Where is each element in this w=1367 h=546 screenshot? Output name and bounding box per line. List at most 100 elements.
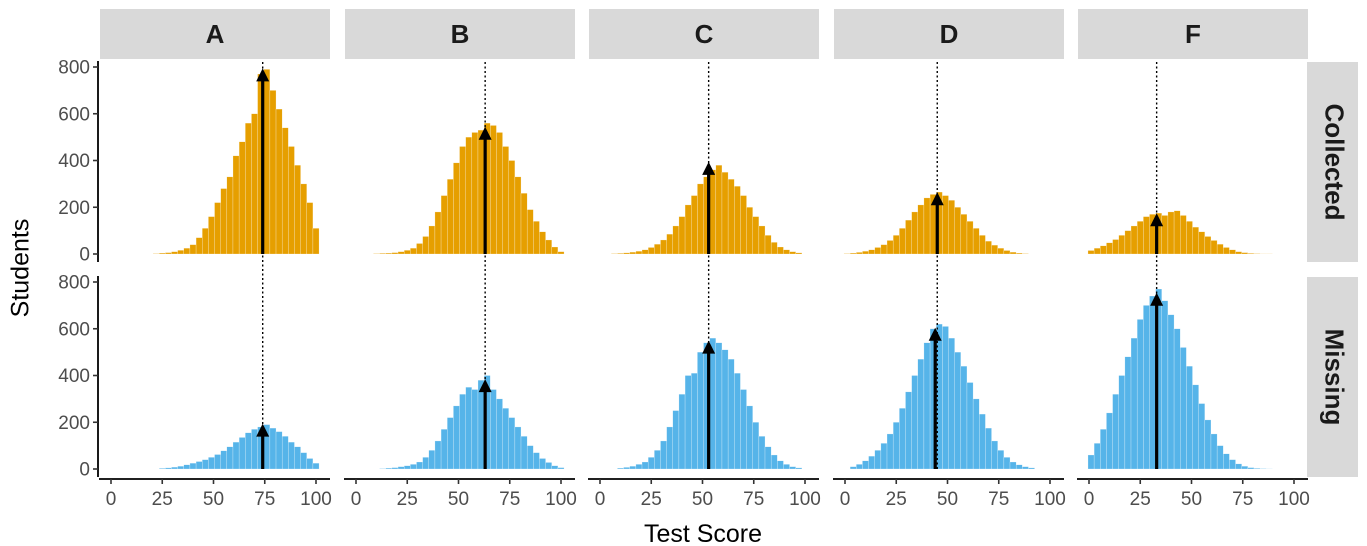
histogram-bar xyxy=(960,214,968,255)
histogram-bar xyxy=(214,202,221,255)
histogram-bar xyxy=(972,228,980,255)
histogram-bar xyxy=(403,250,411,255)
histogram-bar xyxy=(1235,463,1242,470)
histogram-bar xyxy=(777,460,784,470)
histogram-bar xyxy=(954,351,962,470)
histogram-bar xyxy=(1204,236,1212,255)
histogram-bar xyxy=(202,459,209,470)
histogram-bar xyxy=(189,462,197,470)
histogram-bar xyxy=(1130,337,1138,470)
panel-B-Missing xyxy=(379,375,565,470)
histogram-bar xyxy=(1186,221,1193,255)
panel-B-Collected xyxy=(373,122,565,255)
histogram-bar xyxy=(1106,412,1113,470)
histogram-bar xyxy=(691,195,698,255)
histogram-bar xyxy=(416,243,423,255)
histogram-bar xyxy=(862,460,869,470)
histogram-bar xyxy=(905,219,912,255)
histogram-bar xyxy=(721,349,729,470)
histogram-bar xyxy=(948,337,955,470)
y-axis-title: Students xyxy=(7,219,35,318)
histogram-bar xyxy=(1015,252,1023,255)
histogram-bar xyxy=(1149,295,1156,470)
strip-D xyxy=(834,9,1064,59)
histogram-bar xyxy=(1112,239,1119,255)
histogram-bar xyxy=(312,228,320,255)
histogram-bar xyxy=(789,251,796,255)
histogram-bar xyxy=(1124,230,1132,255)
histogram-bar xyxy=(551,465,559,470)
histogram-bar xyxy=(508,160,516,255)
y-tick-label: 200 xyxy=(58,413,90,434)
y-tick-label: 0 xyxy=(79,245,90,266)
histogram-bar xyxy=(1210,433,1218,470)
histogram-bar xyxy=(991,440,998,470)
x-tick-label: 50 xyxy=(1181,489,1202,510)
histogram-bar xyxy=(306,202,314,255)
histogram-bar xyxy=(1003,457,1011,470)
histogram-bar xyxy=(684,375,692,470)
histogram-bar xyxy=(1087,250,1095,255)
histogram-bar xyxy=(777,246,784,255)
histogram-bar xyxy=(1130,225,1138,255)
histogram-bar xyxy=(496,398,503,470)
histogram-bar xyxy=(960,365,968,470)
histogram-bar xyxy=(428,450,436,470)
histogram-bar xyxy=(764,235,772,255)
histogram-bar xyxy=(678,394,686,470)
histogram-bar xyxy=(226,446,234,470)
histogram-bar xyxy=(623,252,630,255)
histogram-bar xyxy=(1204,419,1212,470)
histogram-bar xyxy=(727,358,735,470)
histogram-bar xyxy=(177,250,184,255)
x-tick-label: 50 xyxy=(203,489,224,510)
histogram-bar xyxy=(635,250,643,255)
x-tick-label: 25 xyxy=(886,489,907,510)
histogram-bar xyxy=(1118,235,1126,255)
histogram-bar xyxy=(471,132,479,255)
histogram-bar xyxy=(985,427,992,470)
histogram-bar xyxy=(1192,226,1199,255)
histogram-bar xyxy=(165,467,172,470)
y-tick-label: 600 xyxy=(58,319,90,340)
mean-arrow-head xyxy=(256,423,270,437)
histogram-bar xyxy=(459,146,466,255)
x-tick-label: 75 xyxy=(988,489,1009,510)
histogram-bar xyxy=(453,405,460,470)
x-tick-label: 100 xyxy=(789,489,821,510)
x-tick-label: 100 xyxy=(300,489,332,510)
x-tick-label: 75 xyxy=(743,489,764,510)
histogram-bar xyxy=(465,386,473,470)
histogram-bar xyxy=(868,455,875,470)
histogram-bar xyxy=(238,141,246,255)
histogram-bar xyxy=(1143,305,1150,470)
mean-arrow-head xyxy=(478,126,492,140)
x-tick-label: 0 xyxy=(106,489,117,510)
histogram-bar xyxy=(195,461,203,470)
histogram-bar xyxy=(232,441,240,470)
histogram-bar xyxy=(502,146,509,255)
histogram-bar xyxy=(158,468,166,470)
panel-A-Collected xyxy=(152,69,320,255)
histogram-bar xyxy=(647,457,655,470)
histogram-bar xyxy=(514,426,522,470)
histogram-bar xyxy=(783,464,790,470)
histogram-bar xyxy=(1216,445,1224,470)
panel-D-Collected xyxy=(843,191,1029,255)
histogram-bar xyxy=(490,389,497,470)
histogram-bar xyxy=(202,228,209,255)
strip-label-A: A xyxy=(206,19,225,49)
histogram-bar xyxy=(1247,253,1255,255)
histogram-bar xyxy=(856,464,863,470)
histogram-bar xyxy=(557,251,565,255)
histogram-bar xyxy=(1229,249,1236,255)
histogram-bar xyxy=(899,408,906,470)
x-tick-label: 50 xyxy=(937,489,958,510)
histogram-bar xyxy=(539,458,546,470)
histogram-bar xyxy=(997,450,1005,470)
histogram-bar xyxy=(551,246,559,255)
row-strip-Collected xyxy=(1307,62,1358,262)
histogram-bar xyxy=(520,193,528,255)
histogram-bar xyxy=(251,113,258,255)
